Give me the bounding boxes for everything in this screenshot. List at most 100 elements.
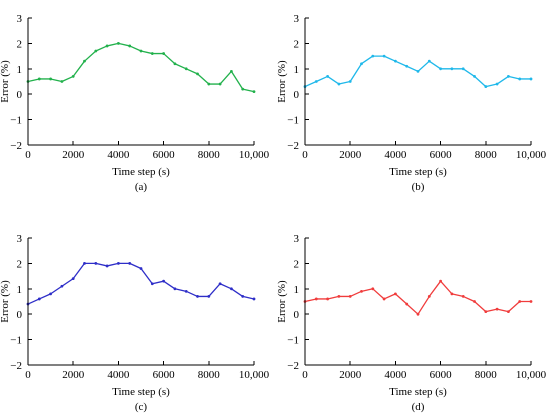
x-tick-label: 0 <box>25 149 31 161</box>
y-tick-label: 1 <box>17 64 23 76</box>
data-point <box>196 72 199 76</box>
y-tick-label: 0 <box>294 309 300 321</box>
y-tick-label: 2 <box>294 38 300 50</box>
data-point <box>518 300 522 303</box>
y-tick-label: 3 <box>294 233 300 245</box>
y-tick-label: 3 <box>17 233 23 245</box>
chart-panel-a: 0 2000 4000 6000 8000 10,000 −2 −1 0 1 2 3 Time step… <box>0 13 270 193</box>
data-point <box>427 295 431 298</box>
data-point <box>439 67 442 71</box>
data-point <box>371 287 375 291</box>
data-point <box>162 52 166 55</box>
x-tick-label: 6000 <box>430 149 453 161</box>
y-tick-label: −2 <box>10 360 22 372</box>
y-tick-label: 2 <box>17 38 23 50</box>
y-tick-label: 1 <box>294 64 300 76</box>
x-axis-title: Time step (s) <box>389 166 447 178</box>
data-point <box>71 75 75 78</box>
y-tick-label: −1 <box>10 115 22 127</box>
data-point <box>337 295 341 298</box>
data-point <box>241 87 245 91</box>
data-point <box>207 82 211 86</box>
data-point <box>37 77 41 81</box>
data-point <box>461 67 465 71</box>
data-point <box>337 82 341 86</box>
data-point <box>218 282 222 286</box>
data-point <box>439 279 442 283</box>
data-point <box>427 59 431 63</box>
y-axis-title: Error (%) <box>0 280 11 323</box>
y-tick-label: 0 <box>17 89 23 101</box>
data-point <box>529 77 533 81</box>
y-tick-label: 2 <box>17 258 23 270</box>
data-point <box>252 297 256 301</box>
data-point <box>139 49 143 53</box>
x-tick-label: 4000 <box>107 369 130 381</box>
data-point <box>507 75 510 78</box>
data-point <box>173 62 177 66</box>
data-point <box>382 54 386 58</box>
data-point <box>83 262 86 265</box>
x-tick-label: 0 <box>302 369 308 381</box>
data-point <box>461 295 465 298</box>
x-axis-title: Time step (s) <box>389 386 447 398</box>
y-tick-label: 0 <box>294 89 300 101</box>
data-point <box>71 277 75 281</box>
data-point <box>473 300 476 303</box>
data-point <box>196 295 199 298</box>
data-point <box>117 262 120 265</box>
data-point <box>150 52 154 55</box>
y-axis-title: Error (%) <box>276 280 288 323</box>
y-tick-label: −2 <box>287 360 299 372</box>
data-point <box>173 287 177 291</box>
data-point <box>518 77 522 81</box>
x-tick-label: 4000 <box>384 149 407 161</box>
x-tick-label: 2000 <box>62 149 85 161</box>
x-tick-label: 4000 <box>384 369 407 381</box>
data-point <box>529 300 533 303</box>
data-point <box>207 295 211 298</box>
y-tick-label: 1 <box>17 284 23 296</box>
data-point <box>105 44 109 48</box>
data-point <box>495 82 499 86</box>
x-tick-label: 8000 <box>475 369 498 381</box>
data-point <box>241 295 245 298</box>
data-point <box>495 307 499 311</box>
x-tick-label: 6000 <box>153 149 176 161</box>
x-tick-label: 8000 <box>475 149 498 161</box>
data-point <box>105 264 109 268</box>
data-point <box>184 289 188 293</box>
y-axis-title: Error (%) <box>0 60 11 103</box>
x-tick-label: 4000 <box>107 149 130 161</box>
data-point <box>83 59 86 63</box>
x-tick-label: 10,000 <box>516 149 547 161</box>
x-tick-label: 0 <box>302 149 308 161</box>
data-point <box>139 267 143 270</box>
panel-caption: (c) <box>135 401 148 413</box>
data-point <box>162 279 166 283</box>
data-point <box>230 69 233 73</box>
data-point <box>49 292 52 296</box>
x-tick-label: 10,000 <box>516 369 547 381</box>
y-tick-label: 3 <box>17 13 23 25</box>
data-point <box>348 80 352 83</box>
x-tick-label: 2000 <box>62 369 85 381</box>
data-point <box>348 295 352 298</box>
x-tick-label: 10,000 <box>239 149 270 161</box>
data-point <box>128 262 132 265</box>
data-point <box>484 310 488 314</box>
data-point <box>371 54 375 58</box>
chart-panel-d: 0 2000 4000 6000 8000 10,000 −2 −1 0 1 2 3 Time step… <box>276 233 547 413</box>
x-tick-label: 10,000 <box>239 369 270 381</box>
y-tick-label: −2 <box>287 140 299 152</box>
data-point <box>314 297 318 301</box>
data-point <box>117 42 120 45</box>
data-point <box>314 80 318 83</box>
data-point <box>405 64 409 68</box>
x-tick-label: 2000 <box>339 149 362 161</box>
data-point <box>49 77 52 81</box>
y-axis-title: Error (%) <box>276 60 288 103</box>
data-point <box>382 297 386 301</box>
data-point <box>360 289 363 293</box>
